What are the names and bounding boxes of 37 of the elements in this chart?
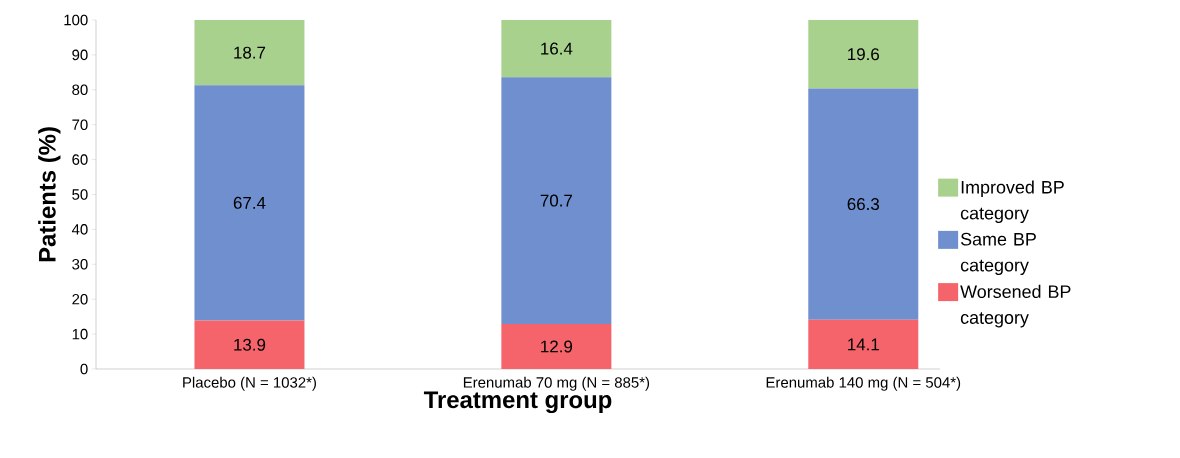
- bar: [808, 319, 919, 369]
- y-tick-label: 0: [80, 363, 88, 375]
- x-tick-label: Erenumab 70 mg (N = 885*): [463, 376, 650, 391]
- y-tick-label: 70: [72, 119, 88, 130]
- x-tick-label: Placebo (N = 1032*): [183, 376, 316, 391]
- data-label: 14.1: [848, 338, 879, 351]
- y-tick-label: 100: [64, 14, 88, 26]
- data-label: 16.4: [541, 42, 573, 55]
- y-tick-label: 30: [72, 259, 88, 270]
- y-tick-label: 90: [72, 49, 88, 61]
- bar: [194, 85, 305, 321]
- bar: [194, 320, 305, 369]
- y-axis-title: Patients (%): [38, 127, 61, 262]
- data-label: 70.7: [540, 194, 572, 207]
- data-label: 18.7: [234, 46, 266, 59]
- data-label: 12.9: [541, 340, 573, 353]
- data-label: 66.3: [847, 198, 880, 211]
- bar: [501, 77, 612, 324]
- bar: [808, 88, 919, 320]
- y-tick-label: 50: [72, 189, 88, 200]
- y-tick-label: 10: [72, 328, 88, 340]
- x-axis-title: Treatment group: [423, 391, 612, 414]
- y-tick-label: 20: [72, 293, 88, 305]
- legend-label: Same BP category: [960, 232, 1036, 276]
- bar: [501, 20, 612, 78]
- x-tick-label: Erenumab 140 mg (N = 504*): [766, 376, 961, 391]
- y-tick-label: 80: [72, 84, 88, 96]
- y-tick-label: 40: [71, 224, 88, 235]
- bar: [808, 20, 919, 89]
- legend-label: Improved BP category: [960, 180, 1064, 223]
- legend-label: Worsened BP category: [960, 284, 1071, 328]
- y-tick-label: 60: [72, 154, 88, 165]
- data-label: 13.9: [234, 338, 266, 351]
- bar: [501, 323, 612, 369]
- data-label: 67.4: [233, 196, 266, 209]
- bar: [194, 20, 305, 86]
- data-label: 19.6: [848, 48, 880, 61]
